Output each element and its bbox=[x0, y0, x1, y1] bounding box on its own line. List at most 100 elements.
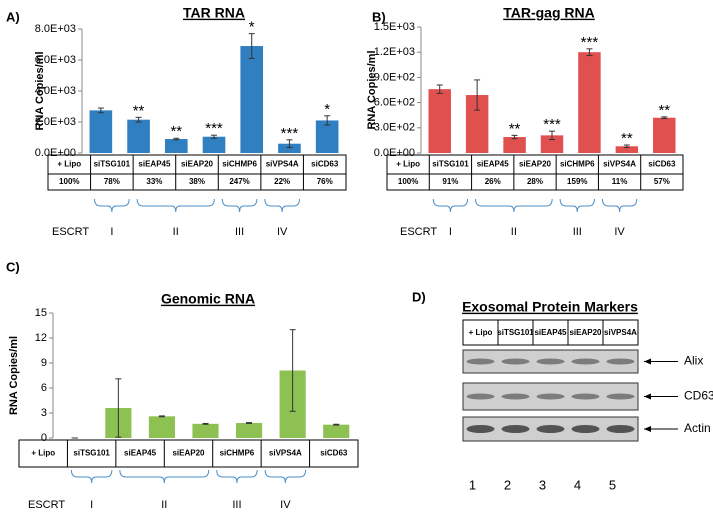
panel-label: D) bbox=[412, 289, 426, 304]
marker-label: CD63 bbox=[684, 389, 713, 403]
y-tick-label: 3.0E+02 bbox=[374, 122, 415, 134]
y-tick-label: 6 bbox=[41, 382, 47, 394]
chart-title: TAR RNA bbox=[183, 5, 245, 21]
blot-band bbox=[571, 425, 600, 433]
category-label: siCD63 bbox=[320, 449, 348, 458]
y-tick-label: 9 bbox=[41, 357, 47, 369]
blot-band bbox=[466, 393, 495, 400]
lane-label: + Lipo bbox=[469, 328, 493, 337]
category-label: siCHMP6 bbox=[222, 160, 257, 169]
lane-number: 4 bbox=[574, 477, 581, 492]
panel-label: B) bbox=[372, 9, 386, 24]
percent-label: 57% bbox=[654, 177, 670, 186]
significance: *** bbox=[581, 34, 599, 51]
blot-band bbox=[501, 425, 530, 433]
bar bbox=[148, 416, 175, 438]
category-label: siEAP20 bbox=[181, 160, 214, 169]
lane-number: 1 bbox=[469, 477, 476, 492]
y-tick-label: 6.0E+02 bbox=[374, 97, 415, 109]
category-label: + Lipo bbox=[31, 449, 55, 458]
significance: ** bbox=[658, 102, 670, 119]
escrt-brace bbox=[264, 198, 300, 213]
escrt-group: I bbox=[110, 226, 113, 238]
percent-label: 100% bbox=[59, 177, 79, 186]
y-tick-label: 1.5E+03 bbox=[374, 21, 415, 33]
escrt-brace bbox=[264, 469, 307, 484]
blot-band bbox=[571, 393, 600, 400]
y-tick-label: 12 bbox=[35, 332, 47, 344]
category-label: siVPS4A bbox=[269, 449, 302, 458]
significance: ** bbox=[509, 120, 521, 137]
lane-number: 2 bbox=[504, 477, 511, 492]
significance: * bbox=[324, 101, 330, 118]
escrt-brace bbox=[475, 198, 553, 213]
escrt-group: II bbox=[511, 226, 517, 238]
lane-number: 3 bbox=[539, 477, 546, 492]
category-label: siVPS4A bbox=[266, 160, 299, 169]
escrt-group: IV bbox=[280, 499, 291, 511]
bar bbox=[236, 423, 263, 438]
lane-header bbox=[462, 319, 639, 346]
escrt-brace bbox=[559, 198, 595, 213]
panel-label: C) bbox=[6, 259, 20, 274]
significance: *** bbox=[543, 116, 561, 133]
percent-label: 100% bbox=[398, 177, 418, 186]
category-label: siTSG101 bbox=[73, 449, 110, 458]
bar bbox=[615, 146, 639, 153]
escrt-group: III bbox=[235, 226, 244, 238]
category-label: siEAP20 bbox=[519, 160, 552, 169]
category-label: + Lipo bbox=[57, 160, 81, 169]
escrt-brace bbox=[221, 198, 258, 213]
category-label: siTSG101 bbox=[94, 160, 131, 169]
bar bbox=[428, 89, 451, 153]
blot-title: Exosomal Protein Markers bbox=[462, 299, 638, 315]
escrt-label: ESCRT bbox=[52, 226, 89, 238]
y-tick-label: 4.0E+03 bbox=[35, 85, 76, 97]
bar bbox=[89, 110, 113, 153]
lane-label: siTSG101 bbox=[497, 328, 534, 337]
blot-band bbox=[536, 425, 565, 433]
arrow-head bbox=[644, 426, 651, 432]
blot-band bbox=[466, 358, 495, 365]
escrt-brace bbox=[601, 198, 638, 213]
percent-label: 26% bbox=[485, 177, 501, 186]
category-label: siEAP45 bbox=[124, 449, 157, 458]
y-tick-label: 3 bbox=[41, 407, 47, 419]
significance: ** bbox=[133, 102, 145, 119]
lane-label: siEAP45 bbox=[534, 328, 567, 337]
category-label: siCHMP6 bbox=[560, 160, 595, 169]
escrt-brace bbox=[70, 469, 113, 484]
escrt-label: ESCRT bbox=[400, 226, 437, 238]
category-label: siCD63 bbox=[648, 160, 676, 169]
percent-label: 247% bbox=[229, 177, 249, 186]
escrt-group: IV bbox=[277, 226, 288, 238]
lane-number: 5 bbox=[609, 477, 616, 492]
escrt-group: III bbox=[573, 226, 582, 238]
bar bbox=[578, 52, 601, 154]
bar bbox=[315, 120, 339, 153]
escrt-label: ESCRT bbox=[28, 499, 65, 511]
category-label: siEAP45 bbox=[138, 160, 171, 169]
escrt-group: II bbox=[161, 499, 167, 511]
y-tick-label: 9.0E+02 bbox=[374, 71, 415, 83]
escrt-group: II bbox=[173, 226, 179, 238]
chart-title: Genomic RNA bbox=[161, 291, 255, 307]
y-tick-label: 0.0E+00 bbox=[35, 147, 76, 159]
percent-label: 11% bbox=[612, 177, 628, 186]
blot-band bbox=[466, 425, 495, 433]
category-table bbox=[386, 154, 684, 191]
escrt-brace bbox=[94, 198, 130, 213]
category-table bbox=[47, 154, 347, 191]
percent-label: 78% bbox=[104, 177, 120, 186]
percent-label: 28% bbox=[527, 177, 543, 186]
percent-label: 38% bbox=[189, 177, 205, 186]
bar bbox=[192, 423, 219, 438]
bar bbox=[240, 46, 264, 153]
blot-band bbox=[536, 358, 565, 365]
blot-band bbox=[536, 393, 565, 400]
blot-band bbox=[606, 393, 635, 400]
escrt-brace bbox=[119, 469, 210, 484]
y-tick-label: 2.0E+03 bbox=[35, 116, 76, 128]
bar bbox=[540, 135, 564, 153]
percent-label: 33% bbox=[146, 177, 162, 186]
